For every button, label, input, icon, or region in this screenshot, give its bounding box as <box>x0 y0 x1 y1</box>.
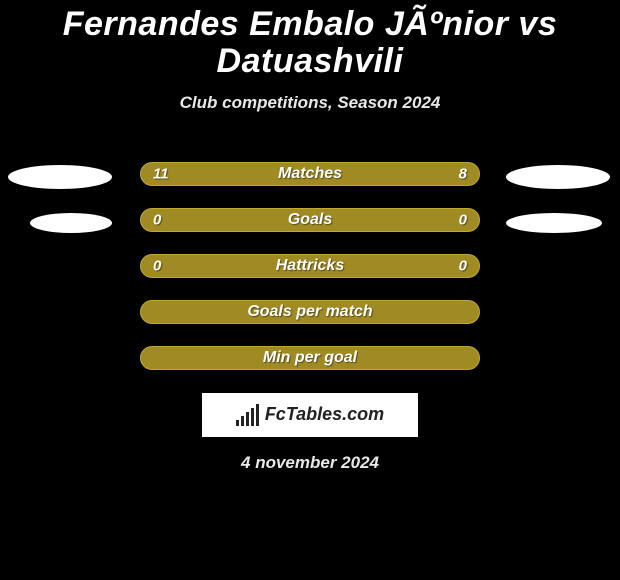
subtitle: Club competitions, Season 2024 <box>0 93 620 113</box>
chart-icon <box>236 404 259 426</box>
stat-value-right: 8 <box>459 165 467 182</box>
stat-value-right: 0 <box>459 211 467 228</box>
stat-label: Min per goal <box>263 349 357 367</box>
stat-row: Min per goal <box>0 335 620 381</box>
stat-rows: 11 Matches 8 0 Goals 0 0 Hattricks 0 Goals per ma… <box>0 151 620 381</box>
stat-row: 11 Matches 8 <box>0 151 620 197</box>
stat-bar: 11 Matches 8 <box>140 162 480 186</box>
stat-bar: Min per goal <box>140 346 480 370</box>
stat-bar: 0 Hattricks 0 <box>140 254 480 278</box>
stat-bar: 0 Goals 0 <box>140 208 480 232</box>
stat-label: Goals per match <box>247 303 372 321</box>
date-text: 4 november 2024 <box>0 453 620 473</box>
logo-text: FcTables.com <box>265 404 384 425</box>
logo-box: FcTables.com <box>202 393 418 437</box>
page-title: Fernandes Embalo JÃºnior vs Datuashvili <box>0 6 620 81</box>
stat-value-left: 0 <box>153 211 161 228</box>
stat-value-left: 11 <box>153 165 169 182</box>
stat-row: 0 Hattricks 0 <box>0 243 620 289</box>
stat-value-left: 0 <box>153 257 161 274</box>
player-marker-left <box>8 165 112 189</box>
stat-row: Goals per match <box>0 289 620 335</box>
player-marker-left <box>30 213 112 233</box>
stat-value-right: 0 <box>459 257 467 274</box>
stat-label: Goals <box>288 211 332 229</box>
stat-label: Hattricks <box>276 257 344 275</box>
stat-bar: Goals per match <box>140 300 480 324</box>
stat-label: Matches <box>278 165 342 183</box>
player-marker-right <box>506 165 610 189</box>
player-marker-right <box>506 213 602 233</box>
stat-row: 0 Goals 0 <box>0 197 620 243</box>
comparison-infographic: Fernandes Embalo JÃºnior vs Datuashvili … <box>0 0 620 473</box>
